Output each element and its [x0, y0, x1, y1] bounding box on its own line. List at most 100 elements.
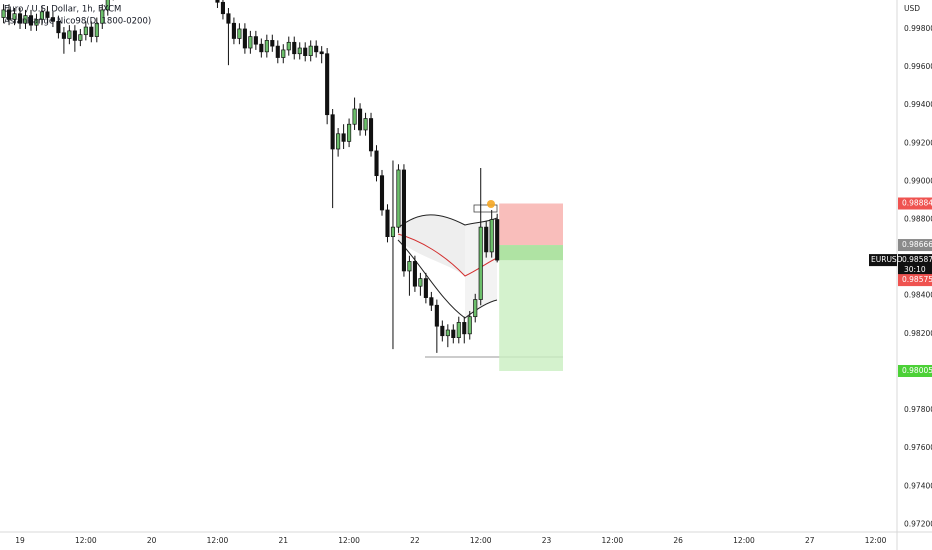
candle-body	[456, 322, 461, 338]
x-tick-label: 23	[542, 536, 552, 545]
last-price: 0.98587	[902, 255, 932, 264]
countdown: 30:10	[904, 265, 926, 274]
candle-body	[264, 40, 269, 53]
candle-body	[100, 9, 105, 24]
candle-body	[253, 36, 258, 45]
x-tick-label: 12:00	[207, 536, 229, 545]
range-mid	[397, 233, 498, 277]
candle-body	[259, 43, 264, 53]
y-tick-label: 0.98800	[904, 215, 932, 224]
candle-body	[401, 169, 406, 272]
candle-body	[78, 34, 83, 41]
overlay	[487, 200, 495, 208]
candle-body	[39, 11, 45, 20]
candle-body	[319, 51, 324, 55]
candle-body	[286, 41, 291, 51]
plot-area	[397, 203, 563, 371]
symbol-label: EURUSD	[871, 255, 903, 264]
candle-body	[347, 123, 352, 142]
candle-body	[72, 30, 77, 41]
range-upper	[397, 214, 498, 229]
candle-body	[292, 41, 297, 55]
candle-body	[363, 118, 368, 131]
candle-body	[418, 278, 423, 287]
candle-body	[445, 329, 450, 337]
candle-body	[368, 118, 374, 152]
x-tick-label: 12:00	[75, 536, 97, 545]
candle-body	[451, 329, 456, 338]
candle-body	[434, 304, 439, 327]
open-pnl-zone	[499, 245, 563, 261]
legend-title[interactable]: Euro / U.S. Dollar, 1h, FXCM	[4, 5, 121, 15]
entry-badge-bg	[898, 239, 932, 252]
candle-body	[379, 175, 385, 211]
x-tick-label: 19	[15, 536, 25, 545]
y-tick-label: 0.99600	[904, 62, 932, 71]
x-tick-label: 12:00	[470, 536, 492, 545]
candle-body	[6, 9, 12, 20]
x-tick-label: 27	[805, 536, 815, 545]
candle-body	[28, 15, 34, 26]
y-tick-label: 0.98200	[904, 329, 932, 338]
target-zone[interactable]	[499, 245, 563, 371]
x-tick-label: 20	[147, 536, 157, 545]
x-tick-label: 26	[673, 536, 683, 545]
candle-body	[83, 26, 88, 36]
candle-body	[61, 32, 66, 39]
candle-body	[220, 1, 225, 15]
y-tick-label: 0.97200	[904, 519, 932, 528]
candle-body	[94, 22, 99, 37]
candle-body	[308, 45, 313, 56]
x-tick-label: 12:00	[602, 536, 624, 545]
candle-body	[473, 299, 478, 318]
candle-body	[1, 9, 6, 18]
alert-marker[interactable]	[487, 200, 495, 208]
candle-body	[385, 209, 390, 238]
x-tick-label: 21	[279, 536, 289, 545]
candle-body	[352, 108, 357, 125]
candle-body	[270, 40, 275, 47]
x-tick-label: 12:00	[865, 536, 887, 545]
target-badge-bg	[898, 364, 932, 377]
target-badge: 0.98005	[902, 366, 932, 375]
x-tick-label: 12:00	[338, 536, 360, 545]
stop-badge-bg	[898, 197, 932, 210]
price-line-label: 0.98575	[902, 275, 932, 284]
candle-body	[23, 15, 28, 24]
candle-body	[440, 325, 445, 337]
candle-body	[467, 316, 472, 335]
stop-badge: 0.98884	[902, 199, 932, 208]
candle-body	[237, 28, 242, 39]
candle-body	[489, 219, 494, 253]
candle-body	[297, 47, 302, 55]
candle-body	[248, 36, 253, 49]
candle-body	[358, 108, 363, 131]
entry-badge: 0.98666	[902, 240, 932, 249]
candle-body	[396, 169, 401, 228]
candle-body	[462, 322, 467, 335]
candle-body	[226, 13, 231, 24]
x-tick-label: 22	[410, 536, 420, 545]
candle-body	[67, 30, 72, 39]
candle-body	[275, 45, 280, 58]
candle-body	[231, 22, 236, 39]
currency-label: USD	[904, 4, 920, 13]
candle-body	[89, 26, 94, 37]
y-tick-label: 0.99400	[904, 100, 932, 109]
candle-body	[429, 297, 434, 306]
candle-body	[423, 278, 428, 298]
candle-body	[330, 114, 335, 150]
candle-body	[303, 47, 308, 56]
y-tick-label: 0.99200	[904, 138, 932, 147]
candle-body	[407, 261, 412, 272]
candle-body	[390, 226, 396, 238]
y-tick-label: 0.98400	[904, 291, 932, 300]
last-price-bg	[898, 254, 932, 277]
candle-body	[215, 0, 220, 3]
stop-zone[interactable]	[499, 203, 563, 246]
price-line-bg	[898, 274, 932, 287]
candle-body	[495, 219, 500, 261]
legend-indicator[interactable]: AsianRange Nico98(D, 1800-0200)	[4, 17, 151, 27]
candle-body	[412, 261, 417, 287]
